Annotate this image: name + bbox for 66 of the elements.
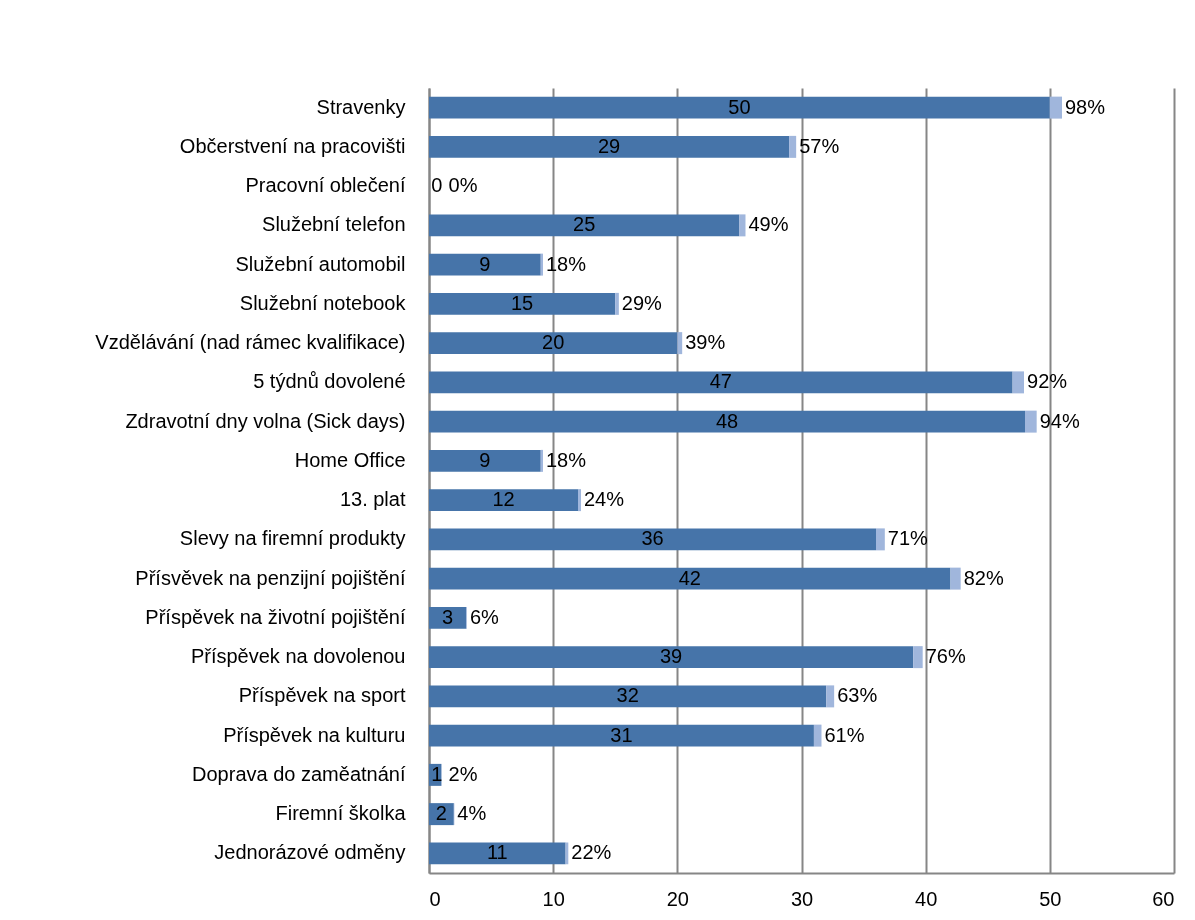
y-tick-label: Stravenky [316,95,406,118]
data-label: 39 [660,645,683,668]
data-label: 15 [511,291,534,314]
data-label: 61% [824,723,865,746]
data-label: 76% [925,645,966,668]
y-tick-label: Příspěvek na kulturu [223,723,406,746]
data-label: 25 [573,213,596,236]
data-label: 12 [492,488,515,511]
data-label: 39% [685,331,726,354]
data-label: 9 [479,448,491,471]
data-label: 9 [479,252,491,275]
data-label: 98% [1065,95,1106,118]
data-label: 11 [486,841,508,864]
data-label: 32 [616,684,639,707]
data-label: 57% [799,134,840,157]
data-label: 42 [678,566,701,589]
data-label: 49% [748,213,789,236]
data-label: 31 [610,723,633,746]
x-tick-label: 30 [790,887,814,910]
y-tick-label: Firemní školka [275,802,407,825]
y-tick-label: 5 týdnů dovolené [253,370,406,393]
x-tick-label: 60 [1152,887,1175,910]
y-tick-label: Pracovní oblečení [245,174,406,197]
y-tick-label: Doprava do zaměatnání [192,762,406,785]
x-tick-label: 20 [666,887,689,910]
data-label: 82% [963,566,1004,589]
y-tick-label: Občerstvení na pracovišti [179,134,406,157]
y-tick-label: Přísvěvek na penzijní pojištění [135,566,406,589]
data-label: 63% [837,684,878,707]
y-tick-label: Příspěvek na životní pojištění [145,605,406,628]
x-tick-label: 0 [429,887,441,910]
data-label: 71% [887,527,929,550]
data-label: 18% [545,448,587,471]
data-label: 48 [715,409,739,432]
y-tick-label: 13. plat [339,488,406,511]
y-tick-label: Služební telefon [262,213,406,236]
x-tick-label: 50 [1039,887,1062,910]
data-label: 47 [709,370,732,393]
y-tick-label: Služební notebook [239,291,407,314]
y-tick-label: Vzdělávání (nad rámec kvalifikace) [95,331,406,354]
data-label: 92% [1027,370,1068,393]
data-label: 0 [431,174,443,197]
x-tick-label: 40 [915,887,938,910]
data-label: 3 [442,605,454,628]
data-label: 0% [448,174,478,197]
y-tick-label: Příspěvek na dovolenou [190,645,406,668]
y-tick-label: Jednorázové odměny [214,841,406,864]
data-label: 22% [571,841,612,864]
data-label: 20 [542,331,565,354]
data-label: 18% [545,252,587,275]
data-label: 29 [597,134,621,157]
data-label: 36 [641,527,664,550]
data-label: 4% [457,802,487,825]
data-label: 2% [448,762,478,785]
data-label: 50 [728,95,751,118]
y-tick-label: Služební automobil [235,252,406,275]
y-tick-label: Slevy na firemní produkty [179,527,406,550]
data-label: 2 [435,802,447,825]
data-label: 6% [469,605,500,628]
data-label: 29% [621,291,663,314]
data-label: 94% [1039,409,1080,432]
y-tick-label: Zdravotní dny volna (Sick days) [125,409,406,432]
data-label: 24% [583,488,625,511]
x-tick-label: 10 [542,887,565,910]
y-tick-label: Home Office [294,448,406,471]
y-tick-label: Příspěvek na sport [238,684,406,707]
